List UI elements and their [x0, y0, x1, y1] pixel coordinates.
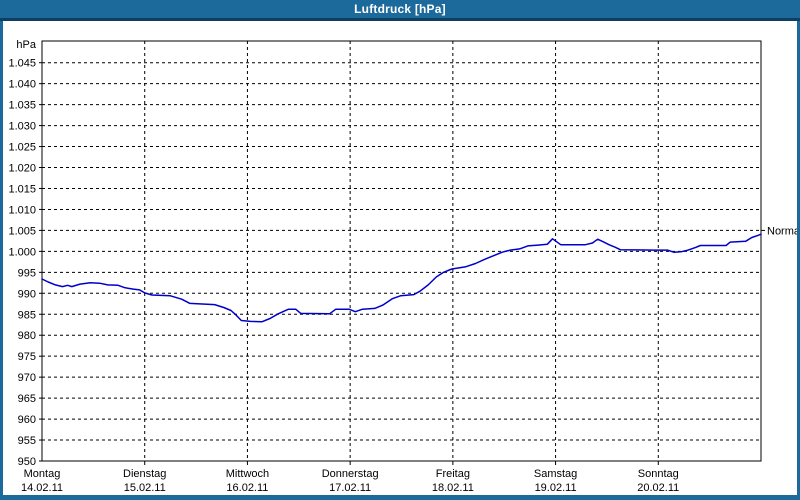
y-tick-label: 1.015 [8, 183, 36, 195]
x-day-label: Freitag [436, 468, 470, 480]
y-tick-label: 1.025 [8, 142, 36, 154]
y-tick-label: 1.035 [8, 100, 36, 112]
pressure-series-line [41, 233, 762, 323]
pressure-chart: 1.045 1.040 1.035 1.030 1.025 1.020 1.015 1.010… [8, 39, 800, 494]
x-date-label: 19.02.11 [535, 482, 577, 494]
title-bar: Luftdruck [hPa] [0, 0, 800, 21]
y-tick-label: 1.045 [8, 58, 36, 70]
y-tick-label: 965 [18, 393, 36, 405]
plot-frame [41, 40, 762, 462]
x-date-label: 18.02.11 [432, 482, 474, 494]
x-day-label: Samstag [534, 468, 577, 480]
y-tick-label: 975 [18, 351, 36, 363]
x-date-label: 20.02.11 [637, 482, 679, 494]
x-date-label: 16.02.11 [226, 482, 268, 494]
y-tick-label: 1.005 [8, 225, 36, 237]
y-tick-label: 985 [18, 309, 36, 321]
x-date-label: 15.02.11 [124, 482, 166, 494]
x-day-label: Donnerstag [322, 468, 379, 480]
x-day-label: Montag [24, 468, 61, 480]
x-day-label: Mittwoch [226, 468, 269, 480]
y-tick-label: 1.000 [8, 246, 36, 258]
normal-label: Normal [767, 225, 797, 237]
window-title: Luftdruck [hPa] [354, 2, 446, 16]
y-tick-label: 995 [18, 267, 36, 279]
y-tick-label: 955 [18, 435, 36, 447]
y-tick-label: 1.020 [8, 163, 36, 175]
x-day-label: Dienstag [123, 468, 166, 480]
y-tick-label: 950 [18, 456, 36, 468]
x-date-label: 14.02.11 [21, 482, 63, 494]
y-tick-label: 1.040 [8, 79, 36, 91]
y-tick-label: 970 [18, 372, 36, 384]
y-tick-label: 960 [18, 414, 36, 426]
chart-panel: 1.045 1.040 1.035 1.030 1.025 1.020 1.015 1.010… [3, 21, 800, 495]
y-tick-label: 980 [18, 330, 36, 342]
x-day-label: Sonntag [638, 468, 679, 480]
x-date-label: 17.02.11 [329, 482, 371, 494]
y-axis-unit-label: hPa [16, 39, 36, 51]
y-tick-label: 1.030 [8, 121, 36, 133]
y-tick-label: 1.010 [8, 204, 36, 216]
y-tick-label: 990 [18, 288, 36, 300]
